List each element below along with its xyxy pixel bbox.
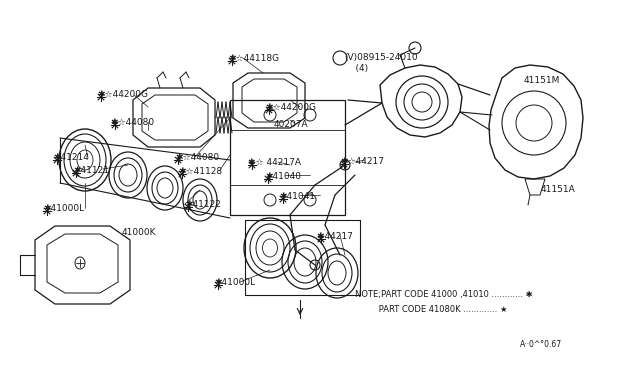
Text: ✱41000L: ✱41000L (43, 204, 84, 213)
Text: (4): (4) (344, 64, 368, 73)
Text: ✱☆44200G: ✱☆44200G (97, 90, 148, 99)
Text: ✱☆44080: ✱☆44080 (110, 118, 154, 127)
Text: ✱41214: ✱41214 (53, 153, 89, 162)
Text: A··0^°0.67: A··0^°0.67 (520, 340, 562, 349)
Text: ✱41121: ✱41121 (73, 166, 109, 175)
Text: ✱41122: ✱41122 (185, 200, 221, 209)
Text: ✱⁤44217: ✱⁤44217 (317, 232, 353, 241)
Text: ✱☆41128: ✱☆41128 (178, 167, 222, 176)
Text: ✱☆44217: ✱☆44217 (340, 157, 384, 166)
Text: ✱41000L: ✱41000L (214, 278, 255, 287)
Text: NOTE;PART CODE 41000 ,41010 ............ ✱: NOTE;PART CODE 41000 ,41010 ............… (355, 290, 532, 299)
Text: ✱41040: ✱41040 (265, 172, 301, 181)
Text: 41151M: 41151M (524, 76, 561, 85)
Text: ✱☆44200G: ✱☆44200G (265, 103, 316, 112)
Text: 41000K: 41000K (122, 228, 157, 237)
Text: ✱☆ 44217A: ✱☆ 44217A (248, 158, 301, 167)
Text: 41151A: 41151A (541, 185, 576, 194)
Text: 40207A: 40207A (274, 120, 308, 129)
Text: (V)08915-24010: (V)08915-24010 (344, 53, 418, 62)
Text: PART CODE 41080K ............. ★: PART CODE 41080K ............. ★ (355, 305, 508, 314)
Text: ✱☆44080: ✱☆44080 (175, 153, 219, 162)
Text: ✱☆44118G: ✱☆44118G (228, 54, 279, 63)
Text: ✱41041: ✱41041 (279, 192, 315, 201)
